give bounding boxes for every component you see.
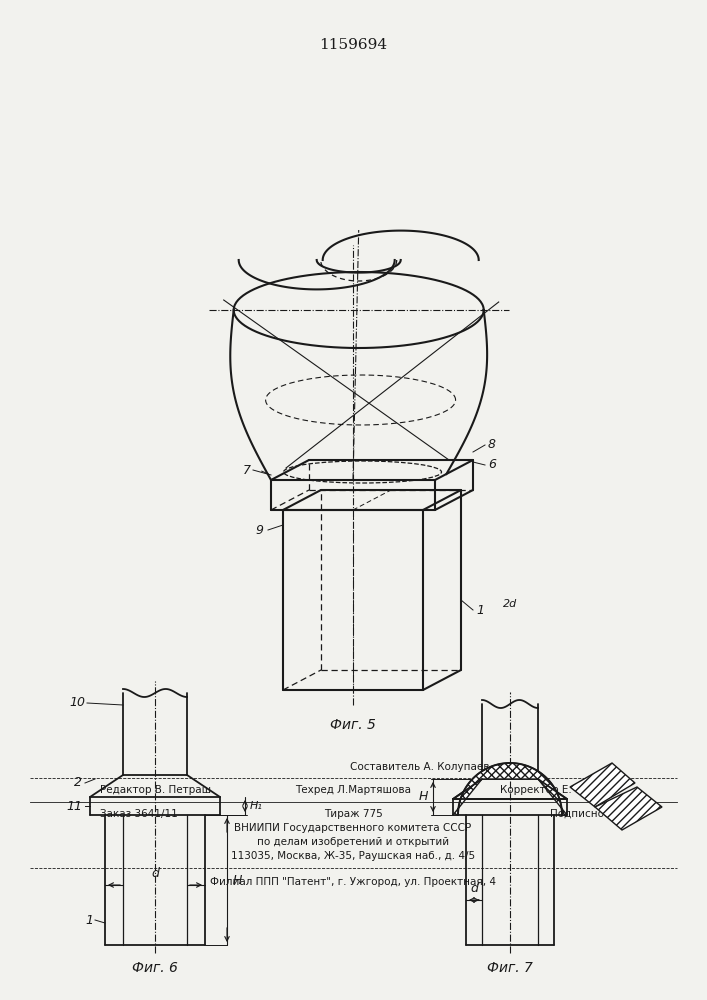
Text: Тираж 775: Тираж 775: [324, 809, 382, 819]
Text: H: H: [233, 874, 243, 886]
Polygon shape: [595, 787, 662, 830]
Text: Фиг. 7: Фиг. 7: [487, 961, 533, 975]
Text: Заказ 3641/11: Заказ 3641/11: [100, 809, 177, 819]
Text: Подписное: Подписное: [549, 809, 610, 819]
Text: Фиг. 6: Фиг. 6: [132, 961, 178, 975]
Text: 2: 2: [74, 776, 82, 790]
Text: 9: 9: [255, 524, 263, 536]
Text: по делам изобретений и открытий: по делам изобретений и открытий: [257, 837, 449, 847]
Text: 1: 1: [476, 603, 484, 616]
Text: 1159694: 1159694: [319, 38, 387, 52]
Text: 2d: 2d: [503, 599, 517, 609]
Text: d: d: [151, 867, 159, 880]
Text: 11: 11: [66, 800, 82, 812]
Text: d: d: [470, 882, 478, 895]
Text: 6: 6: [488, 458, 496, 472]
Text: 113035, Москва, Ж-35, Раушская наб., д. 4/5: 113035, Москва, Ж-35, Раушская наб., д. …: [231, 851, 475, 861]
Text: 8: 8: [488, 438, 496, 452]
Text: 1: 1: [85, 914, 93, 926]
Text: 10: 10: [69, 696, 85, 710]
Polygon shape: [453, 763, 567, 815]
Text: 7: 7: [243, 464, 251, 477]
Text: ВНИИПИ Государственного комитета СССР: ВНИИПИ Государственного комитета СССР: [235, 823, 472, 833]
Text: Корректор Е. Рошко: Корректор Е. Рошко: [500, 785, 610, 795]
Text: H: H: [419, 790, 428, 804]
Text: H₁: H₁: [250, 801, 263, 811]
Text: Фиг. 5: Фиг. 5: [330, 718, 376, 732]
Text: Филиал ППП "Патент", г. Ужгород, ул. Проектная, 4: Филиал ППП "Патент", г. Ужгород, ул. Про…: [210, 877, 496, 887]
Polygon shape: [570, 763, 635, 807]
Text: Техред Л.Мартяшова: Техред Л.Мартяшова: [295, 785, 411, 795]
Text: Составитель А. Колупаев: Составитель А. Колупаев: [350, 762, 490, 772]
Text: Редактор В. Петраш: Редактор В. Петраш: [100, 785, 211, 795]
